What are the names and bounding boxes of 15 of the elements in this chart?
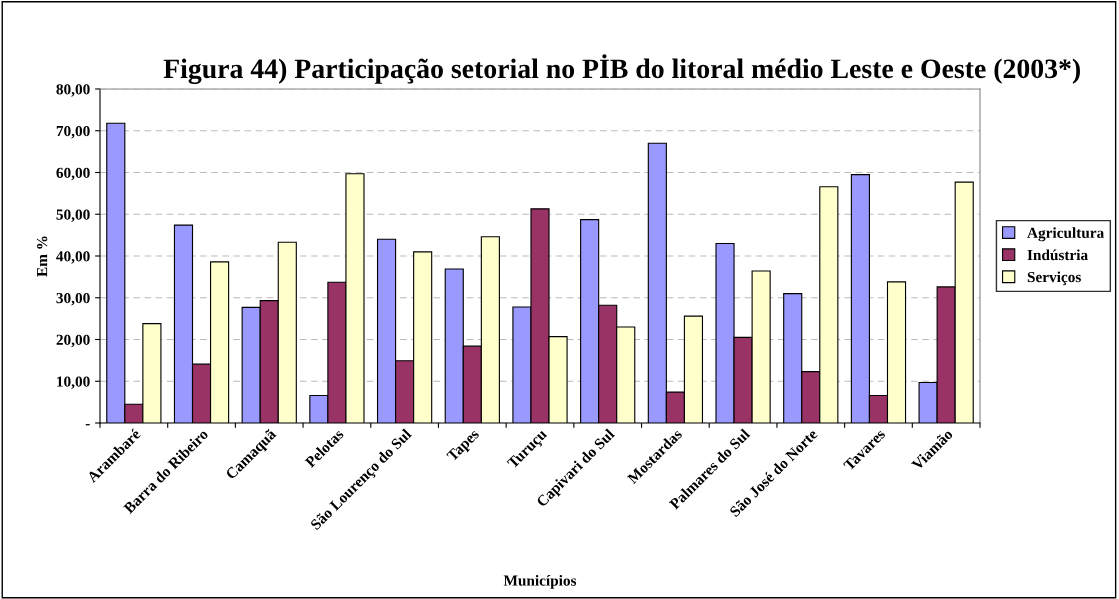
y-tick-label: 30,00 <box>56 292 90 306</box>
y-tick-label: 60,00 <box>56 167 90 181</box>
y-tick-label: - <box>85 424 90 426</box>
chart-title: Figura 44) Participação setorial no PİB do litoral médio Leste e Oeste (2003*) <box>163 54 1080 85</box>
y-tick-label: 50,00 <box>56 209 90 222</box>
y-axis-title: Em % <box>36 236 48 277</box>
y-tick-label: 40,00 <box>56 251 90 264</box>
y-tick-label: 70,00 <box>56 125 90 139</box>
legend-label: Indústria <box>1027 249 1088 261</box>
y-tick-label: 80,00 <box>56 84 90 97</box>
y-tick-label: 20,00 <box>56 334 90 348</box>
y-tick-label: 10,00 <box>57 376 90 389</box>
legend-label: Agricultura <box>1027 227 1104 242</box>
x-axis-title: Municípios <box>503 574 577 589</box>
legend-label: Serviços <box>1027 271 1081 286</box>
